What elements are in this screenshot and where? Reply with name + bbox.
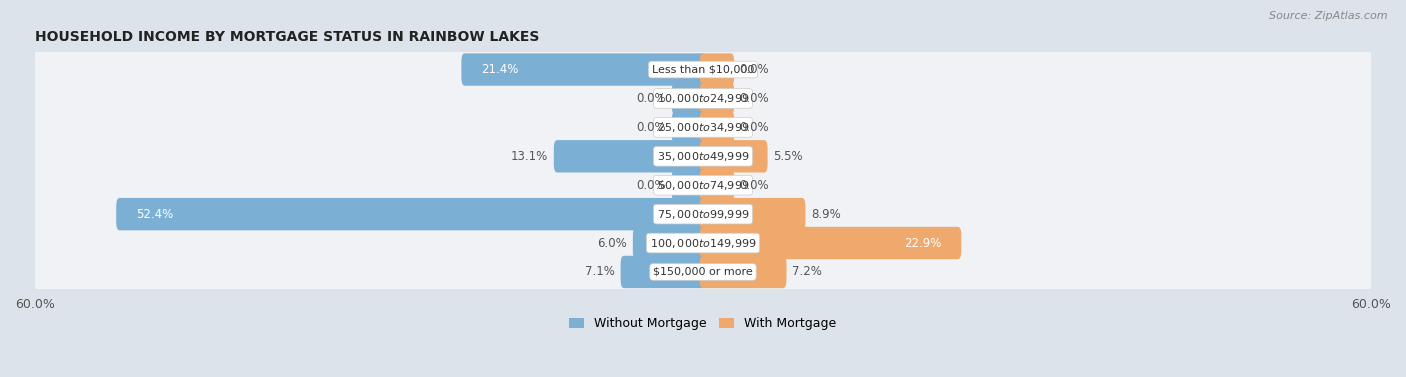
FancyBboxPatch shape [35, 135, 1371, 178]
FancyBboxPatch shape [620, 256, 706, 288]
FancyBboxPatch shape [35, 222, 1371, 264]
FancyBboxPatch shape [35, 77, 1371, 120]
Text: 52.4%: 52.4% [136, 208, 173, 221]
FancyBboxPatch shape [35, 251, 1371, 293]
FancyBboxPatch shape [672, 111, 706, 144]
Text: 0.0%: 0.0% [740, 121, 769, 134]
Text: 13.1%: 13.1% [510, 150, 548, 163]
Text: $25,000 to $34,999: $25,000 to $34,999 [657, 121, 749, 134]
FancyBboxPatch shape [672, 82, 706, 115]
FancyBboxPatch shape [117, 198, 706, 230]
Text: $50,000 to $74,999: $50,000 to $74,999 [657, 179, 749, 192]
FancyBboxPatch shape [700, 227, 962, 259]
FancyBboxPatch shape [35, 106, 1371, 149]
FancyBboxPatch shape [700, 140, 768, 173]
Text: 0.0%: 0.0% [637, 92, 666, 105]
FancyBboxPatch shape [35, 164, 1371, 207]
Text: 0.0%: 0.0% [740, 92, 769, 105]
Text: Less than $10,000: Less than $10,000 [652, 64, 754, 75]
FancyBboxPatch shape [35, 48, 1371, 91]
Text: $75,000 to $99,999: $75,000 to $99,999 [657, 208, 749, 221]
Text: 22.9%: 22.9% [904, 236, 941, 250]
Text: 0.0%: 0.0% [637, 179, 666, 192]
FancyBboxPatch shape [700, 169, 734, 201]
Text: $35,000 to $49,999: $35,000 to $49,999 [657, 150, 749, 163]
Text: $150,000 or more: $150,000 or more [654, 267, 752, 277]
Text: 6.0%: 6.0% [598, 236, 627, 250]
Text: 8.9%: 8.9% [811, 208, 841, 221]
Text: 7.1%: 7.1% [585, 265, 614, 279]
FancyBboxPatch shape [700, 111, 734, 144]
Text: HOUSEHOLD INCOME BY MORTGAGE STATUS IN RAINBOW LAKES: HOUSEHOLD INCOME BY MORTGAGE STATUS IN R… [35, 30, 540, 44]
FancyBboxPatch shape [633, 227, 706, 259]
Text: 5.5%: 5.5% [773, 150, 803, 163]
Text: $100,000 to $149,999: $100,000 to $149,999 [650, 236, 756, 250]
Text: 0.0%: 0.0% [740, 63, 769, 76]
Text: Source: ZipAtlas.com: Source: ZipAtlas.com [1270, 11, 1388, 21]
Legend: Without Mortgage, With Mortgage: Without Mortgage, With Mortgage [564, 312, 842, 335]
FancyBboxPatch shape [700, 198, 806, 230]
FancyBboxPatch shape [672, 169, 706, 201]
Text: $10,000 to $24,999: $10,000 to $24,999 [657, 92, 749, 105]
FancyBboxPatch shape [700, 82, 734, 115]
FancyBboxPatch shape [461, 54, 706, 86]
FancyBboxPatch shape [700, 256, 786, 288]
FancyBboxPatch shape [554, 140, 706, 173]
Text: 7.2%: 7.2% [792, 265, 823, 279]
Text: 0.0%: 0.0% [740, 179, 769, 192]
Text: 21.4%: 21.4% [481, 63, 519, 76]
Text: 0.0%: 0.0% [637, 121, 666, 134]
FancyBboxPatch shape [700, 54, 734, 86]
FancyBboxPatch shape [35, 193, 1371, 236]
